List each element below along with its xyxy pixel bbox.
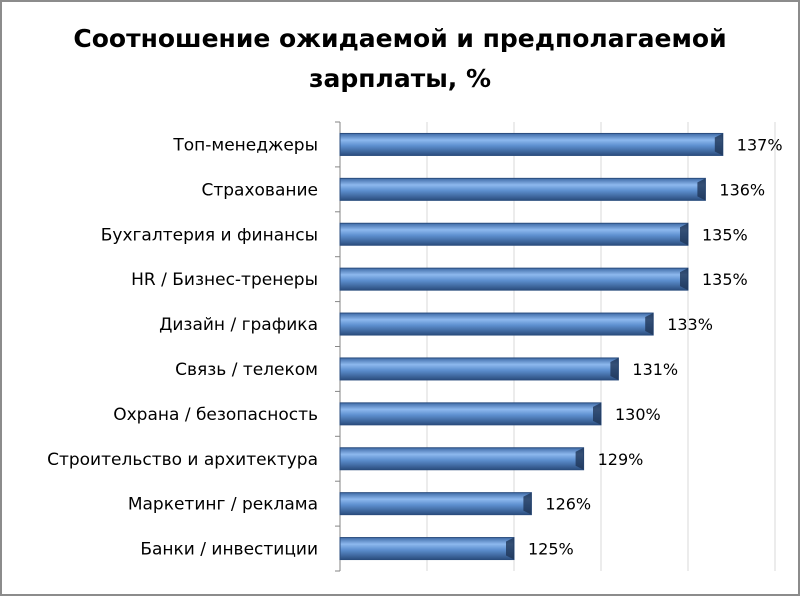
- category-label: Страхование: [201, 180, 318, 200]
- data-label: 129%: [598, 450, 644, 469]
- bar-bevel: [645, 313, 654, 336]
- bar: [339, 357, 619, 381]
- category-label: Строительство и архитектура: [47, 450, 318, 470]
- bar: [339, 402, 602, 426]
- chart-title-line-1: Соотношение ожидаемой и предполагаемой: [73, 24, 726, 53]
- data-label: 126%: [545, 495, 591, 514]
- category-label: Охрана / безопасность: [113, 405, 318, 425]
- category-label: Топ-менеджеры: [172, 135, 318, 155]
- bar: [339, 177, 706, 201]
- bar: [339, 447, 585, 471]
- data-label: 135%: [702, 270, 748, 289]
- category-label: HR / Бизнес-тренеры: [131, 270, 318, 290]
- bar-bevel: [680, 268, 688, 291]
- chart-title-line-2: зарплаты, %: [309, 64, 491, 93]
- bar-bevel: [697, 178, 706, 201]
- data-label: 136%: [719, 180, 765, 199]
- bar-bevel: [575, 447, 584, 470]
- bar: [339, 492, 532, 516]
- bar-bevel: [714, 133, 723, 156]
- bar-bevel: [593, 402, 601, 425]
- data-label: 130%: [615, 405, 661, 424]
- bar: [339, 132, 724, 156]
- bar-bevel: [680, 223, 688, 246]
- data-label: 135%: [702, 225, 748, 244]
- category-label: Дизайн / графика: [159, 315, 318, 335]
- category-label: Связь / телеком: [175, 360, 318, 380]
- bar-bevel: [523, 492, 532, 515]
- category-label: Банки / инвестиции: [140, 540, 318, 560]
- bar: [339, 222, 689, 246]
- data-label: 131%: [632, 360, 678, 379]
- category-label: Маркетинг / реклама: [128, 495, 318, 515]
- bar: [339, 267, 689, 291]
- bar: [339, 312, 654, 336]
- data-label: 125%: [528, 540, 574, 559]
- data-label: 133%: [667, 315, 713, 334]
- bar-bevel: [610, 357, 619, 380]
- bar-bevel: [506, 537, 514, 560]
- data-label: 137%: [737, 135, 783, 154]
- category-label: Бухгалтерия и финансы: [101, 225, 318, 245]
- bar: [339, 537, 515, 561]
